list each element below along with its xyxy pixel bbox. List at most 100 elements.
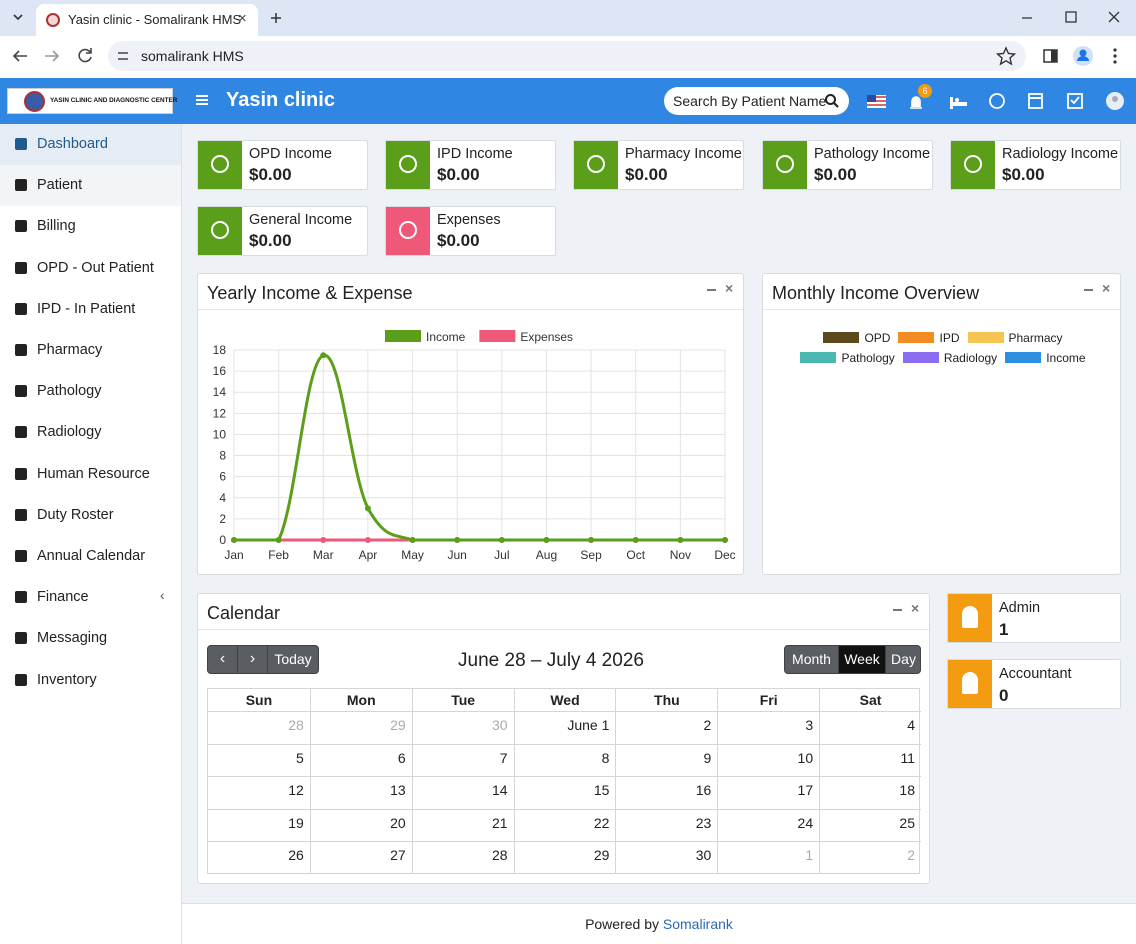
day-cell[interactable]: 13 xyxy=(309,776,412,809)
sidebar-item[interactable]: OPD - Out Patient xyxy=(0,248,181,289)
y-tick-label: 2 xyxy=(219,512,226,526)
panel-close[interactable]: × xyxy=(911,600,920,616)
panel: Monthly Income Overview × OPD IPD Pharmacy Pa… xyxy=(762,273,1121,575)
panel-minimize[interactable] xyxy=(707,289,716,291)
income-card[interactable]: Expenses $0.00 xyxy=(385,206,556,256)
sidebar-item[interactable]: Pathology xyxy=(0,371,181,412)
view-button[interactable]: Week xyxy=(838,646,885,673)
sidebar-item[interactable]: Radiology xyxy=(0,412,181,453)
day-cell[interactable]: 29 xyxy=(513,840,616,873)
card-value: $0.00 xyxy=(437,231,480,250)
panel-close[interactable]: × xyxy=(725,280,734,296)
sidebar-item[interactable]: Pharmacy xyxy=(0,330,181,371)
sidebar-item[interactable]: IPD - In Patient xyxy=(0,289,181,330)
staff-card[interactable]: Accountant 0 xyxy=(947,659,1121,709)
search-box[interactable]: Search By Patient Name xyxy=(664,87,849,115)
legend-label: Pathology xyxy=(841,351,895,365)
panel-close[interactable]: × xyxy=(1102,280,1111,296)
day-cell[interactable]: 7 xyxy=(411,744,514,777)
day-cell[interactable]: 10 xyxy=(717,744,820,777)
tab[interactable]: Yasin clinic - Somalirank HMS × xyxy=(36,4,258,36)
day-cell[interactable]: 2 xyxy=(819,840,921,873)
day-cell[interactable]: 2 xyxy=(615,712,717,745)
weekday: Mon xyxy=(309,689,412,712)
income-card[interactable]: IPD Income $0.00 xyxy=(385,140,556,190)
sidebar-item[interactable]: Annual Calendar xyxy=(0,536,181,577)
y-tick-label: 0 xyxy=(219,533,226,547)
sidebar-item[interactable]: Duty Roster xyxy=(0,495,181,536)
day-cell[interactable]: 23 xyxy=(615,808,718,841)
day-cell[interactable]: 16 xyxy=(615,776,718,809)
app-title: Yasin clinic xyxy=(226,89,335,111)
day-cell[interactable]: 6 xyxy=(309,744,412,777)
logo[interactable]: YASIN CLINIC AND DIAGNOSTIC CENTER xyxy=(7,88,177,114)
day-cell[interactable]: 11 xyxy=(819,744,921,777)
legend-label: OPD xyxy=(864,331,891,345)
staff-card[interactable]: Admin 1 xyxy=(947,593,1121,643)
point xyxy=(364,537,371,543)
view-button[interactable]: Month xyxy=(792,651,831,667)
day-cell[interactable]: June 1 xyxy=(513,712,616,745)
income-card[interactable]: Radiology Income $0.00 xyxy=(950,140,1121,190)
day-cell[interactable]: 20 xyxy=(309,808,412,841)
sidebar-item[interactable]: Billing xyxy=(0,206,181,247)
day-cell[interactable]: 30 xyxy=(411,712,514,745)
sidebar-item[interactable]: Human Resource xyxy=(0,454,181,495)
day-cell[interactable]: 1 xyxy=(717,840,820,873)
sidebar-label: Inventory xyxy=(37,671,97,688)
income-card[interactable]: General Income $0.00 xyxy=(197,206,368,256)
panel: Calendar × ‹ › Today June 28 – July 4 2026 Mon… xyxy=(197,593,930,884)
day-cell[interactable]: 4 xyxy=(819,712,921,745)
sidebar-item[interactable]: Finance ‹ xyxy=(0,577,181,618)
prev-button[interactable]: ‹ xyxy=(208,646,238,673)
panel: Yearly Income & Expense × 0 2 4 6 8 10 12 14 16 18 J… xyxy=(197,273,744,575)
income-card[interactable]: OPD Income $0.00 xyxy=(197,140,368,190)
legend-label: Expenses xyxy=(520,330,573,344)
day-cell[interactable]: 14 xyxy=(411,776,514,809)
income-card[interactable]: Pharmacy Income $0.00 xyxy=(573,140,744,190)
tab-close[interactable]: × xyxy=(238,10,247,27)
day-cell[interactable]: 24 xyxy=(717,808,820,841)
legend-item: Income xyxy=(1005,348,1086,368)
day-cell[interactable]: 3 xyxy=(717,712,819,745)
view-button[interactable]: Day xyxy=(885,646,921,673)
day-cell[interactable]: 18 xyxy=(819,776,921,809)
day-cell[interactable]: 19 xyxy=(208,808,310,841)
day-cell[interactable]: 28 xyxy=(411,840,514,873)
y-tick-label: 4 xyxy=(219,491,226,505)
day-cell[interactable]: 26 xyxy=(208,840,310,873)
day-cell[interactable]: 29 xyxy=(309,712,412,745)
day-cell[interactable]: 22 xyxy=(513,808,616,841)
sidebar-item[interactable]: Dashboard xyxy=(0,124,181,165)
url[interactable]: somalirank HMS xyxy=(141,48,244,64)
day-cell[interactable]: 12 xyxy=(208,776,310,808)
income-card[interactable]: Pathology Income $0.00 xyxy=(762,140,933,190)
legend-swatch xyxy=(898,332,935,343)
card-value: $0.00 xyxy=(249,165,292,184)
sidebar-icon xyxy=(15,550,27,562)
card-glyph xyxy=(776,155,794,173)
day-cell[interactable]: 15 xyxy=(513,776,616,809)
card-value: $0.00 xyxy=(625,165,668,184)
panel-minimize[interactable] xyxy=(893,609,902,611)
menu-toggle[interactable] xyxy=(195,93,209,107)
day-cell[interactable]: 28 xyxy=(288,717,304,733)
day-cell[interactable]: 17 xyxy=(717,776,820,809)
staff-icon xyxy=(948,594,992,642)
day-cell[interactable]: 27 xyxy=(309,840,412,873)
day-cell[interactable]: 9 xyxy=(615,744,718,777)
day-cell[interactable]: 21 xyxy=(411,808,514,841)
panel-minimize[interactable] xyxy=(1084,289,1093,291)
footer-link[interactable]: Somalirank xyxy=(662,916,733,932)
sidebar-icon xyxy=(15,426,27,439)
day-cell[interactable]: 25 xyxy=(819,808,921,841)
sidebar-item[interactable]: Inventory xyxy=(0,660,181,701)
day-cell[interactable]: 30 xyxy=(615,840,718,873)
sidebar-item[interactable]: Messaging xyxy=(0,618,181,659)
next-button[interactable]: › xyxy=(238,646,268,673)
day-cell[interactable]: 5 xyxy=(208,744,310,776)
day-cell[interactable]: 8 xyxy=(513,744,616,777)
sidebar-item[interactable]: Patient xyxy=(0,165,181,207)
today-button[interactable]: Today xyxy=(274,651,312,667)
tab-title: Yasin clinic - Somalirank HMS xyxy=(68,12,242,27)
